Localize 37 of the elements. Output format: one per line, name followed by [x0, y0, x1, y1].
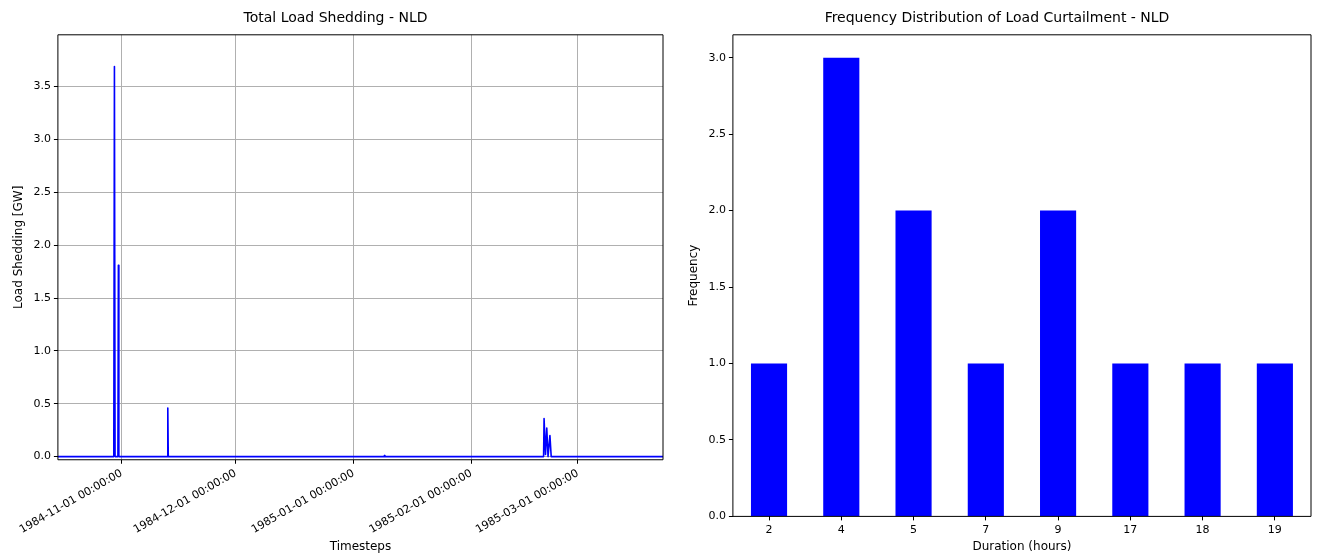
chart-title: Frequency Distribution of Load Curtailment - NLD	[824, 9, 1170, 26]
y-tick-label: 0.0	[708, 509, 726, 523]
y-tick-label: 2.5	[708, 127, 726, 141]
bar	[1256, 363, 1293, 516]
x-axis-title: Duration (hours)	[972, 538, 1072, 553]
bar	[823, 57, 860, 516]
y-tick-label: 1.0	[708, 356, 726, 370]
y-axis-title: Frequency	[686, 244, 701, 307]
bar	[1112, 363, 1149, 516]
x-tick-label: 5	[910, 522, 918, 536]
bar	[967, 363, 1004, 516]
bar	[1184, 363, 1221, 516]
y-tick-label: 0.5	[708, 432, 726, 446]
x-tick-label: 9	[1054, 522, 1062, 536]
bar	[895, 210, 932, 516]
y-tick-label: 2.0	[708, 203, 726, 217]
y-tick-label: 0.5	[33, 396, 51, 410]
x-tick-label: 7	[982, 522, 990, 536]
x-axis-title: Timesteps	[328, 538, 392, 553]
x-tick-label: 17	[1123, 522, 1138, 536]
chart-title: Total Load Shedding - NLD	[242, 9, 428, 26]
y-tick-label: 3.0	[33, 132, 51, 146]
x-tick-label: 4	[837, 522, 845, 536]
x-tick-label: 2	[765, 522, 773, 536]
y-tick-label: 2.5	[33, 185, 51, 199]
y-tick-label: 3.0	[708, 50, 726, 64]
x-tick-label: 18	[1195, 522, 1210, 536]
y-tick-label: 1.5	[33, 290, 51, 304]
y-tick-label: 2.0	[33, 238, 51, 252]
bar	[1040, 210, 1077, 516]
y-tick-label: 3.5	[33, 79, 51, 93]
y-axis-title: Load Shedding [GW]	[11, 185, 26, 309]
x-tick-label: 19	[1267, 522, 1282, 536]
y-tick-label: 0.0	[33, 449, 51, 463]
y-tick-label: 1.5	[708, 279, 726, 293]
y-tick-label: 1.0	[33, 343, 51, 357]
bar	[750, 363, 788, 516]
